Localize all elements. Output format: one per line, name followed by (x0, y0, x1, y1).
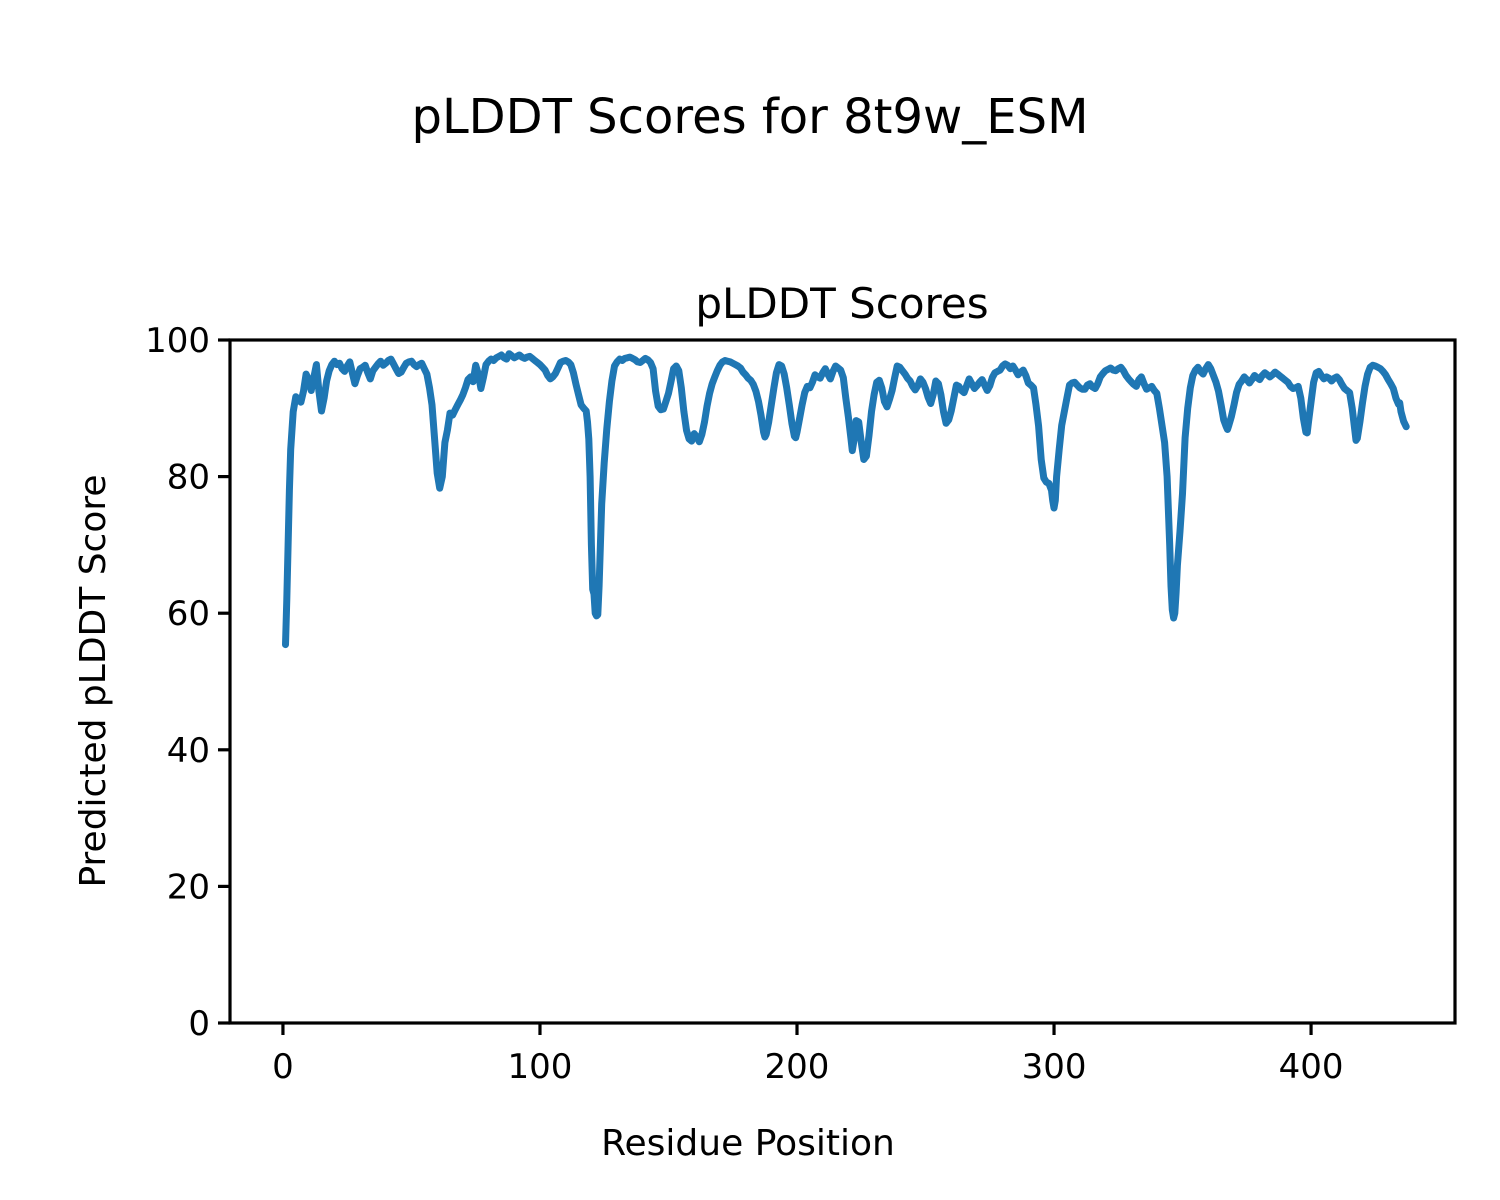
x-tick-label: 200 (765, 1047, 830, 1087)
y-tick-label: 20 (167, 867, 210, 907)
x-tick-label: 300 (1022, 1047, 1087, 1087)
y-tick-label: 0 (188, 1004, 210, 1044)
x-axis-label: Residue Position (601, 1123, 895, 1164)
x-tick-label: 400 (1279, 1047, 1344, 1087)
y-tick-label: 40 (167, 731, 210, 771)
figure-title: pLDDT Scores for 8t9w_ESM (411, 89, 1088, 145)
y-axis-label: Predicted pLDDT Score (73, 474, 114, 887)
plddt-line (282, 350, 1410, 649)
axes-title: pLDDT Scores (695, 279, 988, 328)
x-axis-ticks: 0 100 200 300 400 (272, 1023, 1344, 1087)
x-tick-label: 0 (272, 1047, 294, 1087)
y-tick-label: 100 (145, 321, 210, 361)
y-tick-label: 80 (167, 458, 210, 498)
x-tick-label: 100 (508, 1047, 573, 1087)
plot-border (228, 338, 1457, 1025)
y-tick-label: 60 (167, 594, 210, 634)
y-axis-ticks: 0 20 40 60 80 100 (145, 321, 230, 1044)
